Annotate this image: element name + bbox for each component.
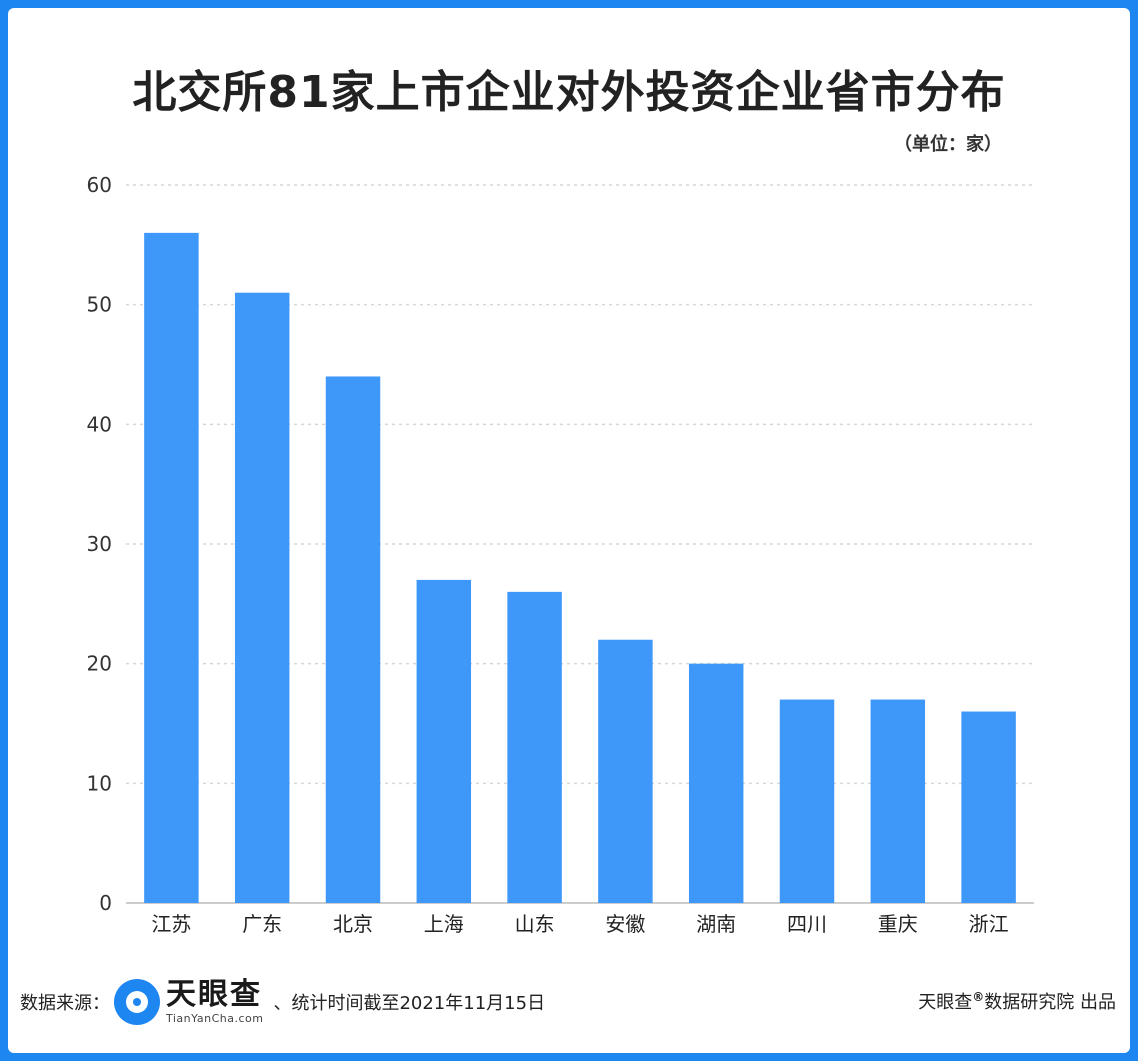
logo-domain: TianYanCha.com (166, 1012, 264, 1025)
bar-重庆 (870, 699, 926, 903)
x-tick-label: 重庆 (878, 912, 918, 936)
bar-湖南 (688, 663, 744, 903)
bar-江苏 (144, 232, 199, 903)
bar-上海 (416, 579, 472, 903)
chart-card: 北交所81家上市企业对外投资企业省市分布 （单位：家） 0 10 20 30 40 50 6… (8, 8, 1130, 1053)
chart-title: 北交所81家上市企业对外投资企业省市分布 (132, 67, 1006, 118)
registered-mark: ® (972, 990, 985, 1004)
source-label: 数据来源： (20, 993, 110, 1014)
y-tick-label: 60 (87, 173, 112, 197)
x-tick-label: 湖南 (696, 912, 736, 936)
bar-浙江 (961, 711, 1016, 903)
x-tick-label: 四川 (787, 912, 827, 936)
y-tick-label: 20 (87, 652, 112, 676)
tianyancha-logo: 天眼查 TianYanCha.com (114, 979, 263, 1025)
x-tick-label: 安徽 (605, 912, 645, 936)
logo-name: 天眼查 (166, 977, 262, 1012)
tianyancha-eye-icon (114, 979, 160, 1025)
stat-time-note: 、统计时间截至2021年11月15日 (273, 993, 546, 1014)
bar-四川 (779, 699, 835, 903)
y-tick-label: 40 (87, 412, 112, 436)
y-tick-label: 30 (87, 532, 112, 556)
x-tick-label: 浙江 (969, 912, 1009, 936)
bar-安徽 (598, 639, 653, 903)
x-tick-label: 上海 (424, 912, 464, 936)
bar-chart: 0 10 20 30 40 50 60 江苏 广东 北京 上海 山东 安徽 湖南 四川 重庆 浙江 (87, 173, 1034, 936)
x-tick-label: 广东 (242, 912, 282, 936)
x-tick-label: 北京 (333, 912, 373, 936)
bar-广东 (234, 292, 290, 903)
bar-北京 (325, 376, 381, 903)
footer-credit: 天眼查®数据研究院 出品 (918, 988, 1116, 1014)
y-tick-label: 0 (99, 891, 112, 915)
credit-rest: 数据研究院 出品 (984, 992, 1116, 1013)
unit-label: （单位：家） (894, 134, 1002, 155)
x-tick-label: 山东 (515, 912, 555, 936)
y-tick-label: 50 (87, 293, 112, 317)
footer-source: 数据来源： 天眼查 TianYanCha.com 、统计时间截至2021年11月… (20, 974, 545, 1030)
credit-brand: 天眼查 (918, 992, 973, 1013)
y-tick-label: 10 (87, 771, 112, 795)
bar-山东 (507, 591, 562, 903)
x-tick-label: 江苏 (151, 912, 191, 936)
